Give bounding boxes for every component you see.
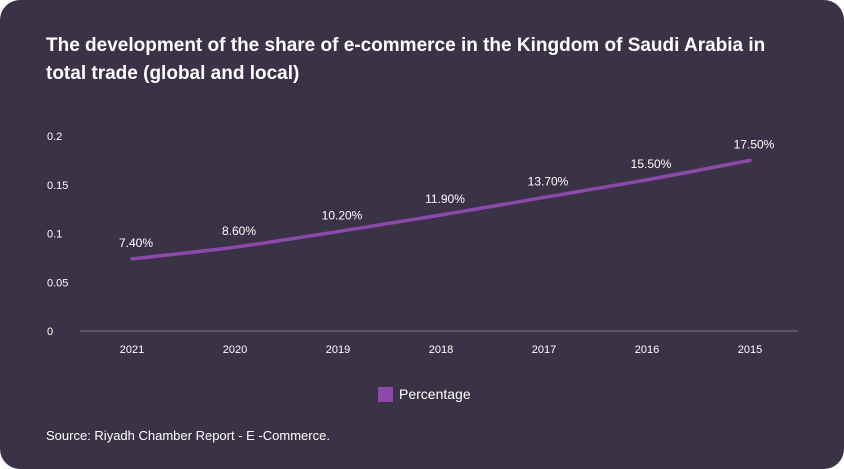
data-label: 13.70% — [528, 174, 569, 188]
data-label: 17.50% — [734, 137, 775, 151]
y-tick-label: 0 — [47, 326, 53, 338]
y-tick-label: 0.2 — [47, 131, 62, 143]
legend-label: Percentage — [399, 386, 471, 402]
x-tick-label: 2016 — [635, 344, 659, 356]
x-tick-label: 2020 — [223, 344, 247, 356]
source-note: Source: Riyadh Chamber Report - E -Comme… — [46, 428, 330, 443]
data-label: 15.50% — [631, 157, 672, 171]
y-tick-label: 0.1 — [47, 229, 62, 241]
x-tick-label: 2019 — [326, 344, 350, 356]
y-tick-label: 0.05 — [47, 277, 68, 289]
data-label: 7.40% — [119, 236, 153, 250]
y-axis-ticks: 0 0.05 0.1 0.15 0.2 — [47, 131, 68, 338]
legend-swatch — [378, 386, 393, 402]
x-tick-label: 2018 — [429, 344, 453, 356]
data-label: 11.90% — [425, 192, 465, 206]
data-label: 8.60% — [222, 224, 256, 238]
series-line-percentage — [130, 158, 752, 261]
chart-title: The development of the share of e-commer… — [46, 35, 766, 84]
x-axis-ticks: 2021 2020 2019 2018 2017 2016 2015 — [120, 344, 762, 356]
data-label: 10.20% — [322, 209, 363, 223]
x-tick-label: 2015 — [738, 344, 762, 356]
x-tick-label: 2017 — [532, 344, 556, 356]
x-tick-label: 2021 — [120, 344, 144, 356]
data-labels: 7.40% 8.60% 10.20% 11.90% 13.70% 15.50% 17.50% — [119, 137, 775, 249]
y-tick-label: 0.15 — [47, 180, 68, 192]
legend: Percentage — [378, 386, 471, 402]
